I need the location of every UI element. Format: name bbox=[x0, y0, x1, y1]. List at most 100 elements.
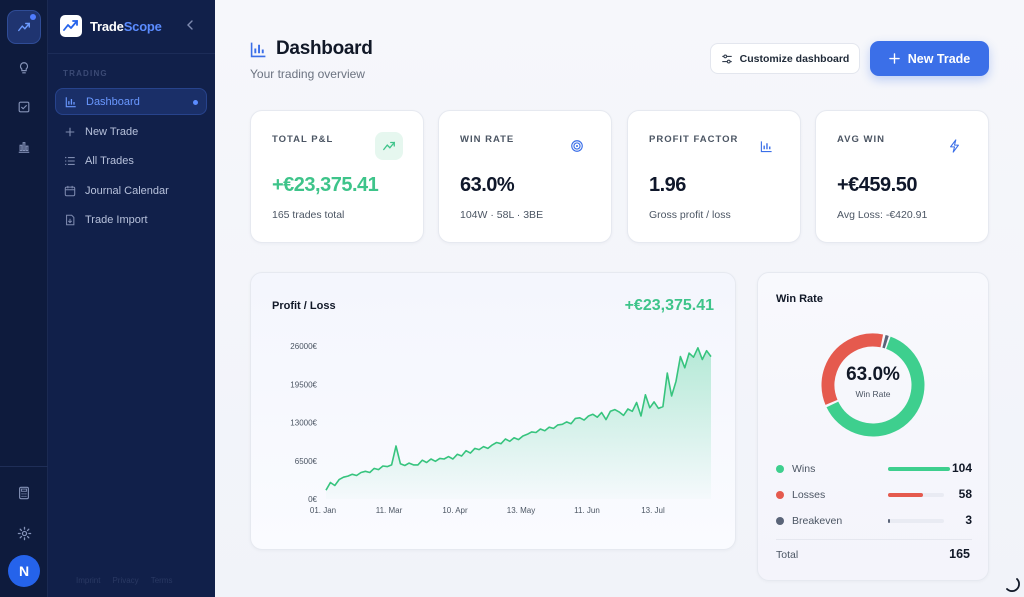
rail-calculator-button[interactable] bbox=[7, 476, 41, 510]
customize-dashboard-button[interactable]: Customize dashboard bbox=[710, 43, 860, 74]
kpi-value: 63.0% bbox=[460, 174, 515, 196]
pl-total-value: +€23,375.41 bbox=[624, 297, 714, 314]
kpi-card-total-pnl: TOTAL P&L +€23,375.41 165 trades total bbox=[250, 110, 424, 243]
bar-chart-icon bbox=[65, 96, 76, 107]
legend-row-losses: Losses 58 bbox=[776, 487, 972, 503]
list-icon bbox=[65, 156, 75, 165]
sidebar-item-dashboard[interactable]: Dashboard bbox=[55, 88, 207, 115]
terms-link[interactable]: Terms bbox=[150, 576, 173, 585]
sidebar-footer: Imprint Privacy Terms bbox=[76, 576, 172, 585]
kpi-label: WIN RATE bbox=[460, 134, 515, 145]
checkbox-icon bbox=[18, 101, 30, 113]
chart-sliders-icon bbox=[18, 142, 30, 153]
legend-dot bbox=[776, 465, 784, 473]
sidebar-item-journal-calendar[interactable]: Journal Calendar bbox=[55, 177, 207, 204]
kpi-card-win-rate: WIN RATE 63.0% 104W · 58L · 3BE bbox=[438, 110, 612, 243]
brand-name: TradeScope bbox=[90, 18, 162, 34]
kpi-subtext: Avg Loss: -€420.91 bbox=[837, 209, 928, 221]
file-import-icon bbox=[66, 214, 75, 225]
rail-settings-button[interactable] bbox=[7, 516, 41, 550]
legend-count: 58 bbox=[958, 487, 972, 501]
chevron-left-icon bbox=[187, 20, 193, 30]
sidebar-item-label: New Trade bbox=[85, 125, 139, 138]
legend-bar bbox=[888, 519, 944, 523]
brand-logo[interactable]: TradeScope bbox=[60, 15, 162, 37]
plus-icon bbox=[65, 127, 75, 136]
sidebar-item-trade-import[interactable]: Trade Import bbox=[55, 206, 207, 233]
notification-dot bbox=[30, 14, 36, 20]
trending-up-icon bbox=[375, 132, 403, 160]
kpi-value: +€23,375.41 bbox=[272, 174, 379, 196]
plus-icon bbox=[888, 53, 900, 64]
donut-center-label: Win Rate bbox=[855, 389, 891, 399]
legend-dot bbox=[776, 491, 784, 499]
page-subtitle: Your trading overview bbox=[250, 67, 365, 81]
bar-chart-icon bbox=[752, 132, 780, 160]
logo-icon bbox=[60, 15, 82, 37]
calendar-icon bbox=[64, 185, 76, 196]
collapse-sidebar-button[interactable] bbox=[184, 18, 196, 32]
loading-spinner-icon bbox=[1006, 578, 1020, 592]
page-title: Dashboard bbox=[250, 38, 373, 60]
y-tick-label: 19500€ bbox=[290, 380, 317, 389]
calculator-icon bbox=[19, 486, 29, 500]
sliders-icon bbox=[721, 54, 732, 63]
legend-row-wins: Wins 104 bbox=[776, 461, 972, 477]
y-tick-label: 0€ bbox=[308, 495, 317, 504]
sidebar-item-label: Trade Import bbox=[85, 213, 148, 226]
donut-center-value: 63.0% bbox=[846, 364, 900, 385]
profit-loss-chart: 26000€ 19500€ 13000€ 6500€ 0€ 01. Jan 11. Mar 1… bbox=[290, 342, 712, 515]
legend-name: Wins bbox=[792, 463, 816, 475]
kpi-subtext: 165 trades total bbox=[272, 209, 345, 221]
kpi-card-profit-factor: PROFIT FACTOR 1.96 Gross profit / loss bbox=[627, 110, 801, 243]
new-trade-button[interactable]: New Trade bbox=[870, 41, 989, 76]
pl-area-fill bbox=[326, 347, 711, 499]
card-title: Win Rate bbox=[776, 293, 823, 305]
rail-divider bbox=[0, 466, 48, 467]
sidebar: TradeScope TRADING Dashboard New Trade A… bbox=[48, 0, 215, 597]
win-rate-donut bbox=[821, 333, 925, 437]
card-title: Profit / Loss bbox=[272, 300, 336, 312]
active-indicator bbox=[193, 100, 198, 105]
imprint-link[interactable]: Imprint bbox=[76, 576, 101, 585]
kpi-label: TOTAL P&L bbox=[272, 134, 334, 145]
kpi-card-avg-win: AVG WIN +€459.50 Avg Loss: -€420.91 bbox=[815, 110, 989, 243]
legend-bar bbox=[888, 493, 944, 497]
legend-row-breakeven: Breakeven 3 bbox=[776, 513, 972, 529]
y-tick-label: 26000€ bbox=[290, 342, 317, 351]
privacy-link[interactable]: Privacy bbox=[112, 576, 139, 585]
kpi-label: PROFIT FACTOR bbox=[649, 134, 739, 145]
donut-slice-wins bbox=[821, 333, 925, 437]
target-icon bbox=[563, 132, 591, 160]
y-tick-label: 6500€ bbox=[295, 457, 318, 466]
section-label: TRADING bbox=[63, 69, 108, 78]
lightning-icon bbox=[940, 132, 968, 160]
total-label: Total bbox=[776, 549, 799, 561]
x-tick-label: 01. Jan bbox=[310, 506, 336, 515]
gear-icon bbox=[17, 526, 31, 540]
donut-slice-losses bbox=[821, 333, 925, 437]
icon-rail: N bbox=[0, 0, 48, 597]
rail-reports-button[interactable] bbox=[7, 130, 41, 164]
legend-name: Losses bbox=[792, 489, 826, 501]
trending-up-icon bbox=[18, 22, 30, 32]
sidebar-item-all-trades[interactable]: All Trades bbox=[55, 147, 207, 174]
kpi-value: 1.96 bbox=[649, 174, 686, 196]
rail-dashboard-button[interactable] bbox=[7, 10, 41, 44]
y-tick-label: 13000€ bbox=[290, 419, 317, 428]
sidebar-item-label: Dashboard bbox=[86, 95, 140, 108]
main-content: Dashboard Your trading overview Customiz… bbox=[215, 0, 1024, 597]
kpi-label: AVG WIN bbox=[837, 134, 885, 145]
legend-dot bbox=[776, 517, 784, 525]
legend-name: Breakeven bbox=[792, 515, 843, 527]
x-tick-label: 13. May bbox=[507, 506, 535, 515]
x-tick-label: 13. Jul bbox=[641, 506, 665, 515]
kpi-value: +€459.50 bbox=[837, 174, 917, 196]
legend-count: 104 bbox=[951, 461, 972, 475]
sidebar-item-new-trade[interactable]: New Trade bbox=[55, 118, 207, 145]
legend-count: 3 bbox=[965, 513, 972, 527]
rail-insights-button[interactable] bbox=[7, 51, 41, 85]
kpi-subtext: Gross profit / loss bbox=[649, 209, 731, 221]
rail-tasks-button[interactable] bbox=[7, 90, 41, 124]
user-avatar[interactable]: N bbox=[8, 555, 40, 587]
